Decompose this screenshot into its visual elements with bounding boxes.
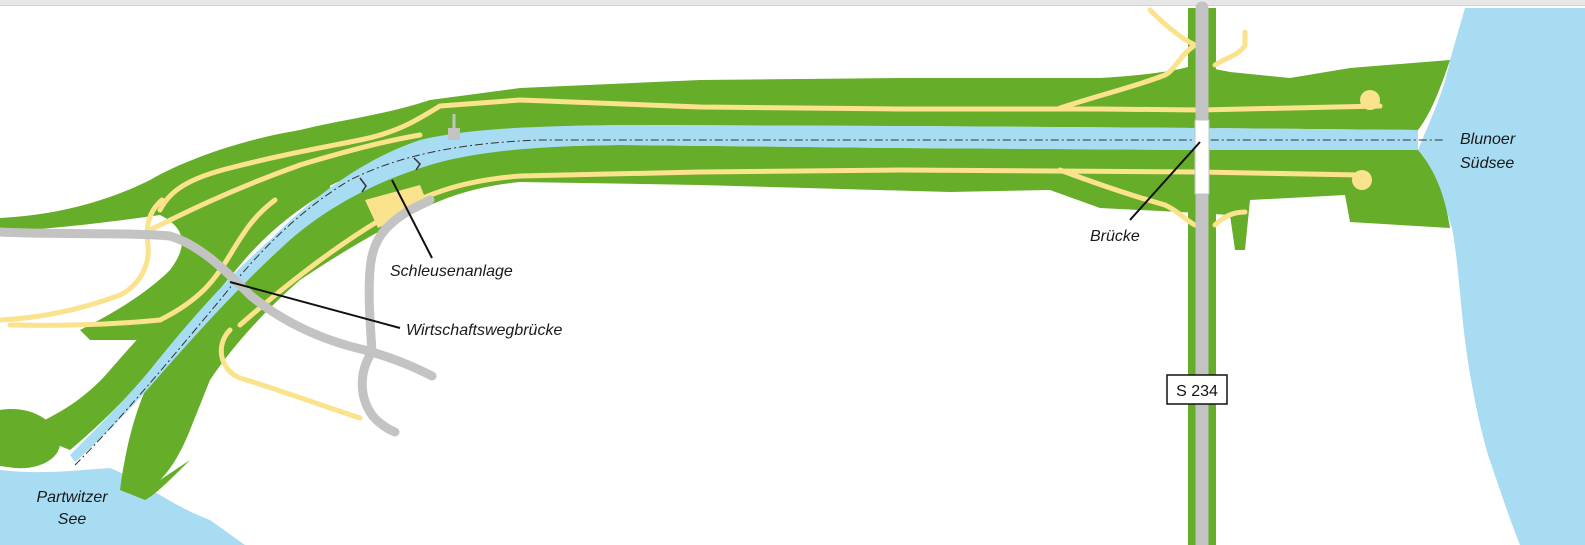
- leader-lines: [229, 141, 1201, 329]
- map-labels: Schleusenanlage Wirtschaftswegbrücke Brü…: [36, 131, 1515, 528]
- path-west-1: [0, 197, 165, 323]
- path-north-dyke: [157, 97, 1383, 213]
- lake-blunoer-suedsee: [1418, 8, 1585, 545]
- leader-farm-bridge: [229, 281, 401, 329]
- path-end-north: [1360, 90, 1380, 110]
- label-lake-west-2: See: [58, 511, 87, 528]
- road-shield-label: S 234: [1176, 383, 1218, 400]
- lock-gate-house: [448, 128, 460, 140]
- path-end-south: [1352, 170, 1372, 190]
- leader-bridge: [1129, 141, 1201, 221]
- embankment-north: [0, 60, 1450, 340]
- road-details: [448, 114, 1210, 195]
- path-ne-2: [1212, 29, 1248, 68]
- embankment-south: [120, 145, 1450, 500]
- label-lake-west-1: Partwitzer: [36, 489, 108, 506]
- path-west-2: [7, 197, 278, 328]
- path-endpoints: [365, 90, 1380, 228]
- label-lake-east-1: Blunoer: [1460, 131, 1516, 148]
- bridge-deck: [1194, 119, 1210, 195]
- lock-gate-west: [359, 177, 367, 193]
- top-border: [0, 0, 1585, 6]
- lock-yard: [365, 185, 428, 228]
- label-bridge: Brücke: [1090, 228, 1140, 245]
- leader-lock: [391, 179, 433, 259]
- path-ne-1: [1057, 7, 1198, 111]
- label-farm-bridge: Wirtschaftswegbrücke: [406, 322, 562, 339]
- lock-gate-east: [413, 157, 421, 171]
- lock-gates: [359, 157, 421, 193]
- water-areas: [0, 8, 1585, 545]
- label-lock: Schleusenanlage: [390, 263, 513, 280]
- lake-partwitzer: [0, 468, 245, 545]
- label-lake-east-2: Südsee: [1460, 155, 1514, 172]
- path-se-1: [1057, 167, 1198, 228]
- path-south-inner: [218, 327, 363, 421]
- roads: [0, 1, 1209, 545]
- lock-access-road: [364, 195, 435, 357]
- road-shield-box: [1166, 374, 1228, 405]
- path-se-2: [1212, 209, 1248, 228]
- road-shield: S 234: [1166, 374, 1228, 405]
- path-north-lower: [147, 132, 423, 233]
- farm-road-branch: [357, 347, 400, 437]
